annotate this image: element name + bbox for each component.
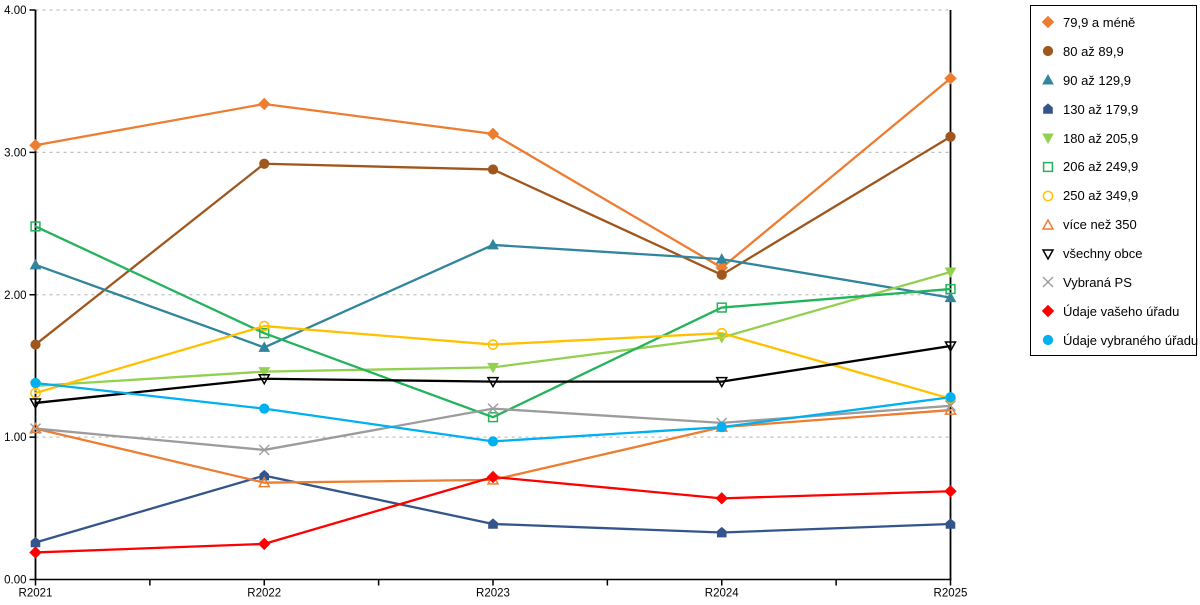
x-axis-label: R2023 [476,588,510,600]
legend-item: 130 až 179,9 [1041,95,1196,124]
legend-label: 79,9 a méně [1063,14,1136,30]
legend-label: Údaje vybraného úřadu [1063,332,1199,348]
diamond-marker-icon [1041,16,1055,29]
diamond-marker-icon [1041,305,1055,318]
circle-marker-icon [1042,335,1054,346]
x-axis-label: R2024 [705,588,739,600]
x-axis-label: R2021 [19,588,53,600]
legend-label: Vybraná PS [1063,274,1132,290]
legend-label: 130 až 179,9 [1063,101,1139,117]
legend-item: 79,9 a méně [1041,8,1196,37]
legend-item: Údaje vybraného úřadu [1041,326,1199,355]
legend-item: všechny obce [1041,239,1196,268]
legend-label: Údaje vašeho úřadu [1063,303,1180,319]
triangle-down-marker-icon [1041,248,1055,261]
y-axis-label: 0.00 [4,575,26,587]
legend-label: 80 až 89,9 [1063,43,1124,59]
circle-marker-icon [1042,190,1054,202]
legend-item: 250 až 349,9 [1041,181,1196,210]
legend-item: 90 až 129,9 [1041,66,1196,95]
y-axis-label: 2.00 [4,290,26,302]
legend-item: více než 350 [1041,210,1196,239]
legend-label: všechny obce [1063,246,1143,262]
legend-item: Údaje vašeho úřadu [1041,297,1196,326]
triangle-down-marker-icon [1042,133,1054,145]
legend-item: Vybraná PS [1041,268,1196,297]
legend-item: 206 až 249,9 [1041,152,1196,181]
legend-item: 80 až 89,9 [1041,37,1196,66]
square-marker-icon [1042,161,1054,173]
y-axis-label: 3.00 [4,147,26,159]
y-axis-label: 1.00 [4,432,26,444]
legend-label: 250 až 349,9 [1063,188,1139,204]
triangle-up-marker-icon [1042,74,1054,85]
pentagon-marker-icon [1043,103,1053,114]
legend-label: 206 až 249,9 [1063,159,1139,175]
x-axis-label: R2025 [934,588,968,600]
x-axis-label: R2022 [247,588,281,600]
legend-label: více než 350 [1063,217,1137,233]
legend-label: 180 až 205,9 [1063,130,1139,146]
chart-legend: 79,9 a méně 80 až 89,9 90 až 129,9 130 až 1… [1030,5,1199,356]
triangle-up-marker-icon [1041,218,1055,230]
chart-plot-area: 0.00 1.00 2.00 3.00 4.00 R2021 R2022 R2023 R2024… [4,5,968,600]
legend-label: 90 až 129,9 [1063,72,1131,88]
y-axis-label: 4.00 [4,5,26,17]
circle-marker-icon [1042,46,1054,57]
line-chart: 0.00 1.00 2.00 3.00 4.00 R2021 R2022 R2023 R2024… [4,5,968,600]
x-marker-icon [1042,276,1054,288]
legend-item: 180 až 205,9 [1041,124,1196,153]
